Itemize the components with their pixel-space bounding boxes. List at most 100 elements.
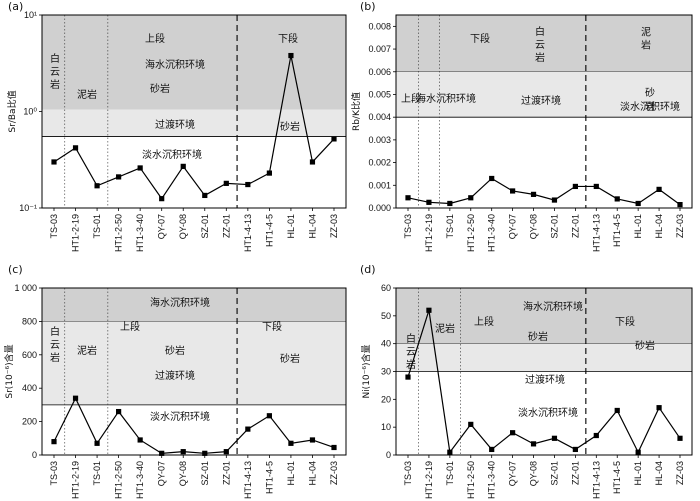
data-point xyxy=(72,145,79,151)
env-band xyxy=(396,343,692,372)
data-point xyxy=(137,437,143,443)
annotation: 白 xyxy=(535,25,545,38)
annotation: 岩 xyxy=(535,51,545,64)
data-point xyxy=(489,446,495,453)
panel-label: (b) xyxy=(360,0,376,13)
x-tick-label: HT1-4-13 xyxy=(591,214,601,252)
annotation: 上段 xyxy=(401,92,421,105)
x-tick-label: ZZ-03 xyxy=(329,214,339,238)
x-tick-label: TS-01 xyxy=(445,214,455,239)
x-tick-label: HT1-3-40 xyxy=(135,214,145,252)
data-point xyxy=(116,408,122,415)
annotation: 岩 xyxy=(645,100,655,113)
y-tick-label: 200 xyxy=(22,417,37,427)
x-tick-label: ZZ-01 xyxy=(570,461,580,485)
y-tick-label: 10 xyxy=(381,422,391,432)
annotation: 砂岩 xyxy=(280,352,300,365)
data-point xyxy=(677,435,683,441)
annotation: 白 xyxy=(50,325,60,338)
y-tick-label: 600 xyxy=(22,350,37,360)
annotation: 砂岩 xyxy=(150,82,170,95)
data-point xyxy=(94,440,100,446)
x-tick-label: QY-07 xyxy=(508,461,518,486)
x-tick-label: ZZ-03 xyxy=(675,214,685,238)
x-tick-label: HT1-4-5 xyxy=(264,214,274,247)
data-point xyxy=(635,449,641,455)
env-band xyxy=(42,321,346,405)
data-point xyxy=(489,175,495,182)
y-tick-label: 0.006 xyxy=(368,67,391,77)
x-tick-label: HL-01 xyxy=(286,461,296,486)
annotation: 淡水沉积环境 xyxy=(150,410,210,423)
y-tick-label: 0 xyxy=(386,450,391,460)
data-point xyxy=(447,200,453,207)
data-point xyxy=(572,183,578,190)
annotation: 砂岩 xyxy=(165,344,185,357)
panel-label: (a) xyxy=(8,0,23,13)
y-tick-label: 0.008 xyxy=(368,21,391,31)
data-point xyxy=(94,183,100,189)
y-tick-label: 0.001 xyxy=(368,180,391,190)
y-tick-label: 800 xyxy=(22,316,37,326)
annotation: 岩 xyxy=(50,351,60,364)
annotation: 泥岩 xyxy=(77,344,97,357)
annotation: 下段 xyxy=(470,32,490,45)
x-tick-label: ZZ-03 xyxy=(329,461,339,485)
data-point xyxy=(614,196,620,202)
data-point xyxy=(266,170,272,176)
x-tick-label: HT1-2-19 xyxy=(71,461,81,499)
x-tick-label: QY-07 xyxy=(157,461,167,486)
x-tick-label: HT1-3-40 xyxy=(487,461,497,499)
data-point xyxy=(137,165,143,171)
x-tick-label: QY-08 xyxy=(529,461,539,486)
annotation: 云 xyxy=(50,340,60,351)
panel-a: (a) 10⁻¹ 10⁰ 10¹ Sr/Ba比值 TS-03 HT1-2-19 TS-01 HT… xyxy=(6,0,347,252)
y-tick-label: 60 xyxy=(381,283,391,293)
data-point xyxy=(635,200,641,207)
annotation: 上段 xyxy=(120,320,140,333)
data-point xyxy=(180,449,186,455)
annotation: 云 xyxy=(535,40,545,51)
y-tick-label: 40 xyxy=(381,339,391,349)
y-tick-label: 0.003 xyxy=(368,135,391,145)
annotation: 岩 xyxy=(641,39,651,52)
x-tick-label: HT1-2-50 xyxy=(466,214,476,252)
y-tick-label: 0.007 xyxy=(368,44,391,54)
x-tick-label: TS-01 xyxy=(445,461,455,486)
x-tick-label: TS-03 xyxy=(49,461,59,486)
y-tick-label: 0.005 xyxy=(368,89,391,99)
x-tick-label: HT1-2-19 xyxy=(424,214,434,252)
data-point xyxy=(677,201,683,208)
annotation: 上段 xyxy=(145,32,165,45)
x-tick-label: HT1-4-5 xyxy=(612,214,622,247)
data-point xyxy=(331,444,337,451)
x-tick-label: HT1-4-13 xyxy=(591,461,601,499)
x-tick-label: HT1-2-50 xyxy=(114,461,124,499)
band-label: 过渡环境 xyxy=(521,94,561,107)
annotation: 过渡环境 xyxy=(155,369,195,382)
x-tick-label: HL-04 xyxy=(307,214,317,239)
annotation: 泥岩 xyxy=(435,322,455,335)
x-tick-label: QY-08 xyxy=(178,461,188,486)
data-point xyxy=(656,186,662,192)
data-point xyxy=(116,174,122,180)
x-tick-label: QY-07 xyxy=(157,214,167,239)
annotation: 砂岩 xyxy=(635,339,655,352)
x-tick-label: TS-03 xyxy=(403,214,413,239)
x-tick-label: HL-04 xyxy=(654,214,664,239)
data-point xyxy=(266,413,272,419)
x-tick-label: ZZ-01 xyxy=(570,214,580,238)
data-point xyxy=(159,450,165,456)
x-tick-label: ZZ-01 xyxy=(221,214,231,238)
data-point xyxy=(180,163,186,169)
data-point xyxy=(288,52,294,59)
band-label: 过渡环境 xyxy=(525,373,565,386)
annotation: 云 xyxy=(50,67,60,78)
annotation: 白 xyxy=(50,52,60,65)
data-point xyxy=(223,180,229,186)
data-point xyxy=(468,421,474,427)
env-band xyxy=(396,288,692,344)
data-point xyxy=(51,439,57,445)
data-point xyxy=(223,449,229,455)
x-tick-label: HT1-2-19 xyxy=(424,461,434,499)
